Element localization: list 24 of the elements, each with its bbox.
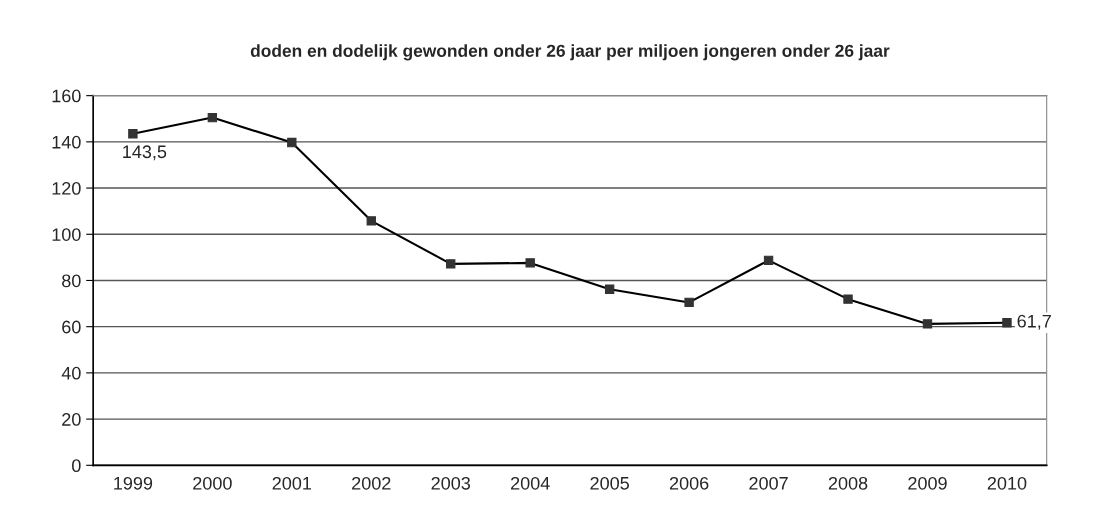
y-tick-label: 60: [62, 320, 81, 334]
chart-title: doden en dodelijk gewonden onder 26 jaar per miljoen jongeren onder 26 jaar: [250, 44, 890, 61]
x-tick-label: 2003: [431, 476, 471, 490]
y-tick-label: 140: [52, 135, 81, 149]
y-tick-label: 40: [61, 366, 81, 380]
x-tick-label: 2004: [511, 476, 550, 490]
y-tick-label: 100: [52, 228, 81, 241]
x-tick-label: 2005: [590, 476, 629, 490]
x-tick-label: 2001: [272, 476, 312, 490]
data-label: 143,5: [123, 145, 167, 161]
y-tick-label: 80: [62, 274, 81, 288]
y-tick-label: 120: [52, 181, 81, 195]
y-tick-label: 0: [72, 459, 81, 473]
x-tick-label: 2000: [193, 476, 232, 490]
x-tick-label: 2006: [669, 476, 709, 490]
x-tick-label: 1999: [114, 476, 153, 490]
x-tick-label: 2008: [828, 476, 868, 490]
x-tick-label: 2010: [987, 476, 1027, 490]
y-tick-label: 160: [52, 89, 81, 103]
y-tick-label: 20: [62, 413, 81, 426]
x-tick-label: 2007: [749, 476, 788, 490]
x-tick-label: 2002: [352, 476, 391, 490]
data-label: 61,7: [1017, 314, 1051, 330]
x-tick-label: 2009: [908, 476, 947, 490]
